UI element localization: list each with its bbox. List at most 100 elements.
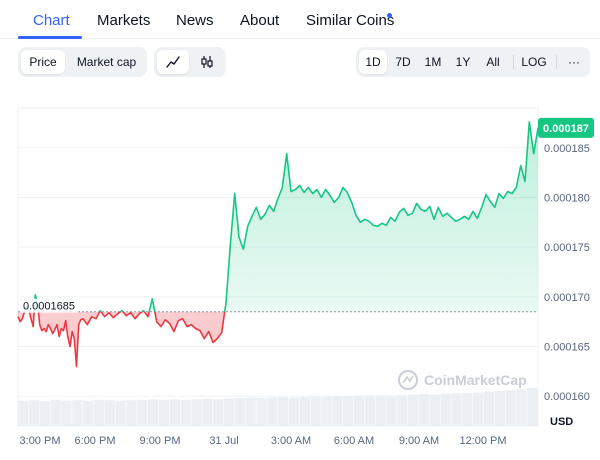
tab-similar-coins[interactable]: Similar Coins [306,12,395,29]
volume-bar [180,399,191,426]
volume-bar [245,397,256,426]
volume-bar [516,389,527,426]
volume-bar [343,396,354,426]
baseline-label-bg [20,298,78,313]
volume-bar [50,399,61,426]
volume-bar [353,395,365,426]
volume-bar [278,397,289,426]
volume-bar [126,400,137,426]
range-divider [556,55,557,69]
price-chart-svg: 0.000160 0.000165 0.000170 0.000175 0.000180… [17,107,594,447]
x-tick-label: 3:00 AM [271,435,311,447]
tab-chart[interactable]: Chart [33,12,70,29]
tab-news[interactable]: News [176,12,214,29]
volume-bar [321,397,332,426]
volume-bar [494,391,505,426]
baseline-label: 0.0001685 [23,301,75,313]
volume-bar [28,400,40,426]
volume-bar [93,399,105,426]
range-1y-button[interactable]: 1Y [455,55,471,69]
volume-bar [223,398,235,426]
tab-about[interactable]: About [240,12,280,29]
line-chart-icon [166,56,180,68]
volume-bar [310,396,321,426]
range-1m-button[interactable]: 1M [424,55,442,69]
volume-bar [234,397,245,426]
volume-bar [397,395,408,426]
more-options-button[interactable]: ··· [568,55,580,69]
candlestick-button[interactable] [191,50,223,74]
price-marketcap-toggle: Price Market cap [18,47,147,77]
y-tick-label: 0.000170 [544,292,590,304]
volume-bar [202,398,213,426]
price-line-down [17,311,226,368]
area-below-baseline [18,311,538,367]
y-tick-label: 0.000175 [544,242,590,254]
x-tick-label: 9:00 PM [140,435,181,447]
coinmarketcap-logo-mark [402,375,414,384]
currency-label: USD [550,416,573,428]
volume-bar [375,395,386,426]
watermark-text: CoinMarketCap [424,372,527,388]
chart-type-toggle [154,47,226,77]
volume-bar [288,397,300,426]
volume-bar [72,400,83,426]
volume-bar [115,400,126,426]
x-tick-label: 6:00 PM [75,435,116,447]
volume-bar [440,393,451,426]
time-range-selector: 1D 7D 1M 1Y All LOG ··· [356,47,590,77]
candlestick-icon [201,56,213,68]
volume-bar [418,394,430,426]
log-scale-button[interactable]: LOG [521,55,547,69]
volume-bar [429,394,440,426]
market-cap-toggle[interactable]: Market cap [76,55,137,69]
x-tick-label: 31 Jul [209,435,238,447]
volume-bar [473,392,484,426]
volume-bar [104,400,115,426]
volume-bar [148,399,159,426]
volume-bar [61,400,72,426]
price-chart[interactable]: 0.000160 0.000165 0.000170 0.000175 0.000180… [0,100,600,460]
coinmarketcap-logo-icon [398,370,418,390]
volume-bar [256,397,267,426]
volume-bar [527,387,538,426]
range-divider [513,55,514,69]
volume-bar [137,399,148,426]
price-line-up [23,121,539,312]
volume-bar [408,394,419,426]
volume-bar [462,392,473,426]
volume-bar [451,393,462,426]
volume-bar [505,390,516,426]
range-all-button[interactable]: All [486,55,500,69]
volume-bar [18,400,29,426]
current-price-tag [538,117,594,138]
x-tick-label: 9:00 AM [399,435,439,447]
volume-bar [191,399,202,426]
notification-dot [387,13,392,18]
volume-bar [83,400,94,426]
volume-bar [169,399,180,426]
tab-bar: Chart Markets News About Similar Coins [0,0,600,39]
range-1d-button[interactable]: 1D [359,50,387,74]
price-toggle[interactable]: Price [21,50,65,74]
tab-markets[interactable]: Markets [97,12,151,29]
x-tick-label: 6:00 AM [334,435,374,447]
y-tick-label: 0.000160 [544,391,590,403]
volume-bar [39,401,50,426]
y-tick-label: 0.000185 [544,143,590,155]
volume-bar [267,397,278,426]
area-above-baseline [24,121,538,312]
x-tick-label: 12:00 PM [459,435,506,447]
volume-bar [483,391,495,426]
volume-bar [332,396,343,426]
y-tick-label: 0.000180 [544,192,590,204]
volume-bar [386,395,397,426]
range-7d-button[interactable]: 7D [395,55,411,69]
active-tab-indicator [18,36,82,39]
volume-bar [299,397,310,426]
volume-bar [213,399,224,426]
volume-bar [158,399,170,426]
volume-bar [364,395,375,426]
x-tick-label: 3:00 PM [20,435,61,447]
line-chart-button[interactable] [157,50,189,74]
